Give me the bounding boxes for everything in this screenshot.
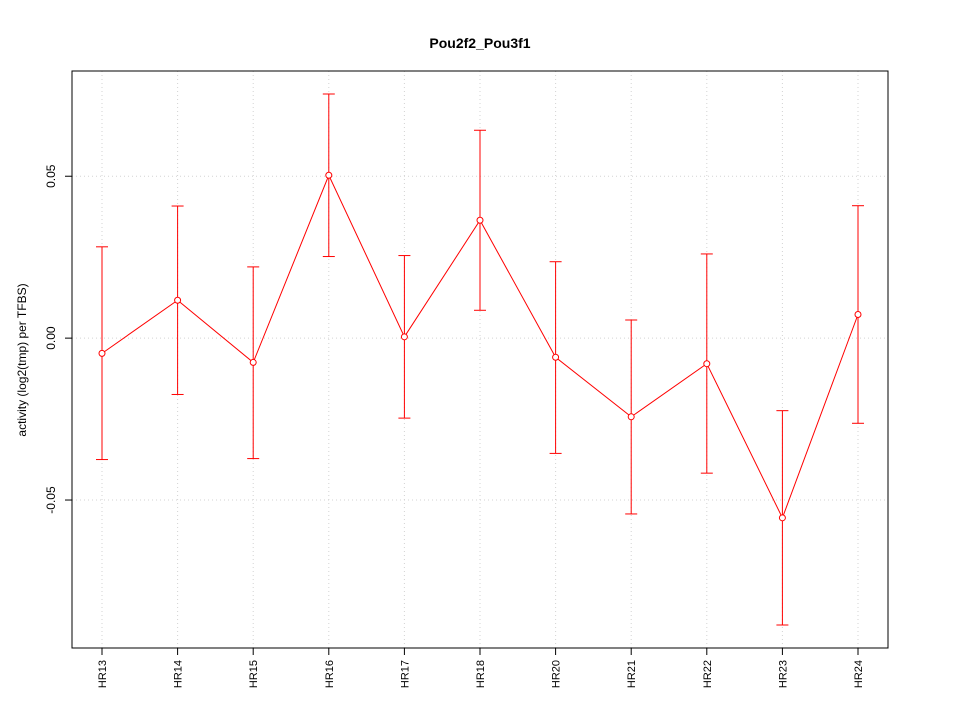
data-point bbox=[552, 353, 560, 361]
y-axis-label: activity (log2(tmp) per TFBS) bbox=[15, 283, 29, 436]
x-tick-label: HR15 bbox=[248, 660, 260, 688]
x-tick-label: HR13 bbox=[97, 660, 109, 688]
y-tick-label: 0.00 bbox=[44, 326, 58, 350]
data-point bbox=[476, 216, 484, 224]
data-point bbox=[703, 360, 711, 368]
y-axis: -0.05 0.00 0.05 bbox=[44, 164, 72, 514]
x-tick-label: HR22 bbox=[702, 660, 714, 688]
x-tick-label: HR17 bbox=[399, 660, 411, 688]
data-point bbox=[174, 296, 182, 304]
data-point bbox=[778, 514, 786, 522]
data-point bbox=[325, 171, 333, 179]
data-point bbox=[249, 358, 257, 366]
chart-title: Pou2f2_Pou3f1 bbox=[429, 35, 530, 51]
x-tick-label: HR18 bbox=[475, 660, 487, 688]
x-tick-label: HR21 bbox=[626, 660, 638, 688]
data-points bbox=[98, 171, 862, 522]
data-point bbox=[854, 310, 862, 318]
x-tick-label: HR20 bbox=[551, 660, 563, 688]
data-point bbox=[400, 333, 408, 341]
data-point bbox=[98, 349, 106, 357]
x-tick-label: HR16 bbox=[324, 660, 336, 688]
x-tick-label: HR24 bbox=[853, 660, 865, 688]
x-tick-label: HR23 bbox=[777, 660, 789, 688]
x-tick-label: HR14 bbox=[173, 660, 185, 688]
y-tick-label: -0.05 bbox=[44, 486, 58, 514]
x-axis: HR13 HR14 HR15 HR16 HR17 HR18 HR20 HR21 HR22 HR23… bbox=[97, 647, 865, 688]
data-point bbox=[627, 413, 635, 421]
y-tick-label: 0.05 bbox=[44, 164, 58, 188]
